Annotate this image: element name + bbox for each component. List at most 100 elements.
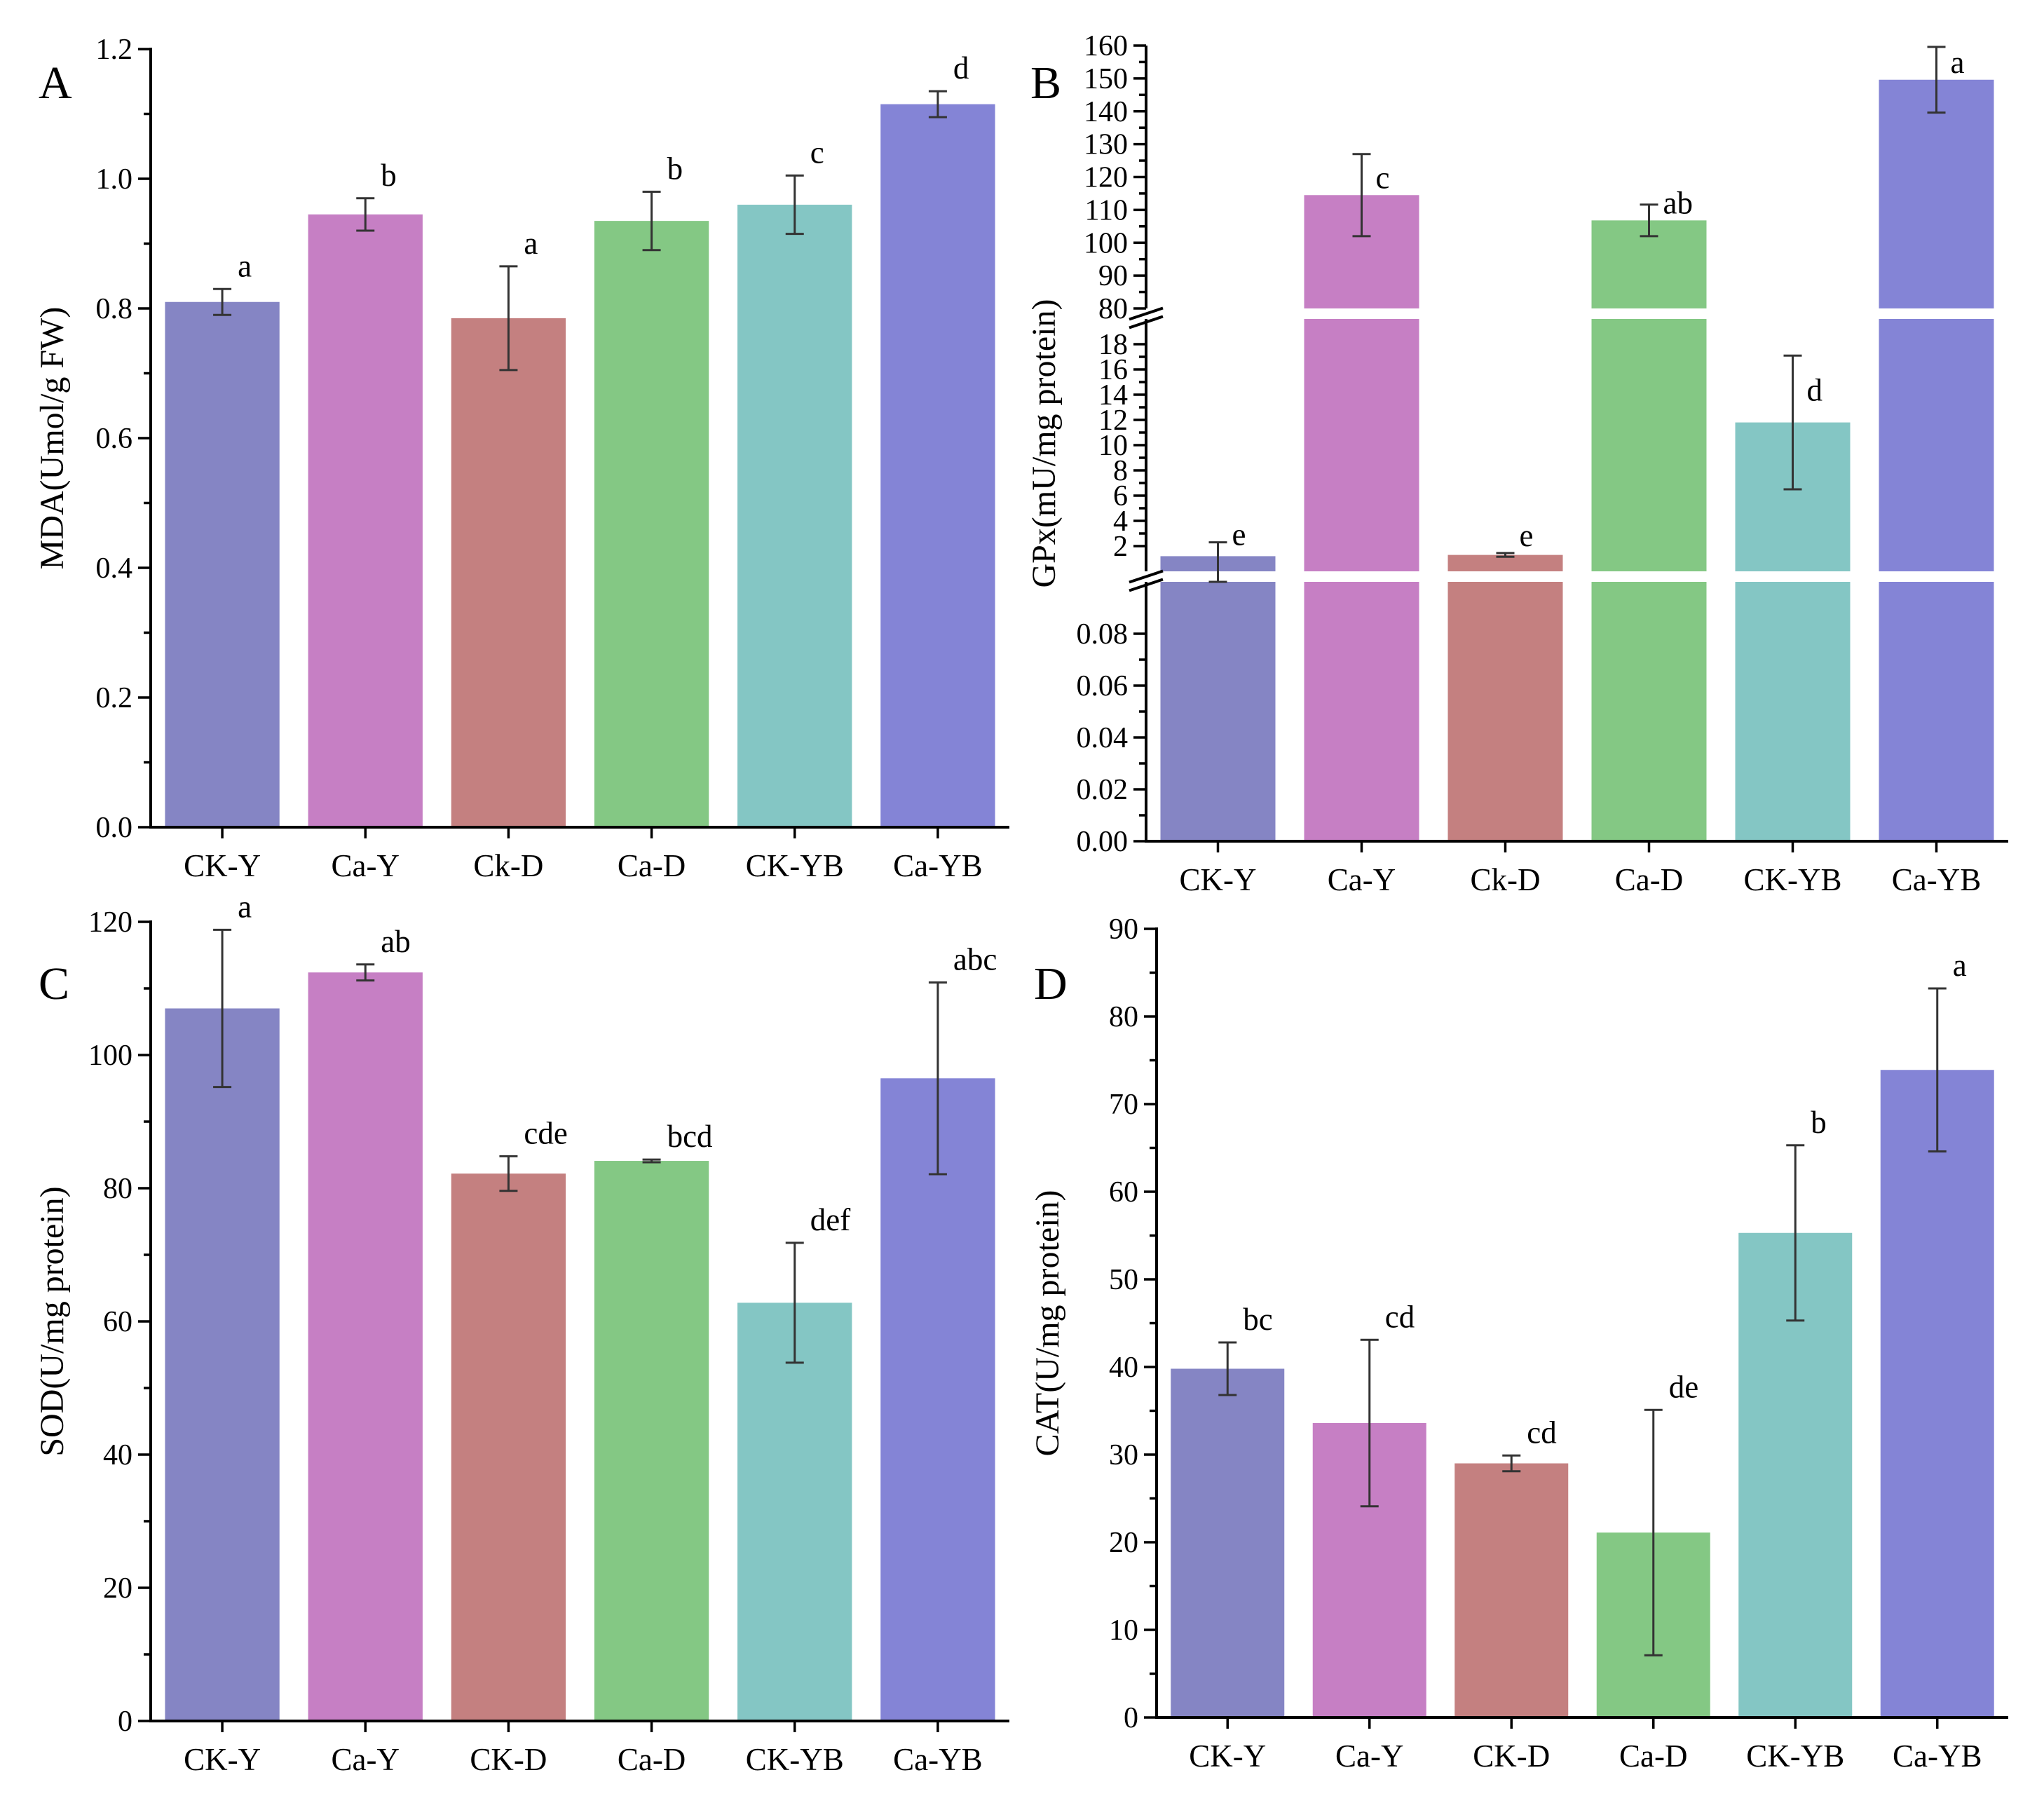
- bar-segment: [1591, 582, 1707, 841]
- panel-label: B: [1030, 57, 1061, 109]
- y-tick-label: 70: [1109, 1089, 1138, 1121]
- category-label: CK-YB: [746, 848, 844, 883]
- panel-label: D: [1034, 958, 1068, 1009]
- axis-break-mark: [1129, 315, 1164, 329]
- y-tick-label: 4: [1113, 505, 1128, 538]
- y-tick-label: 0.04: [1077, 722, 1129, 754]
- significance-letter: bcd: [667, 1119, 713, 1154]
- y-tick-label: 8: [1113, 455, 1128, 487]
- axis-break-mark: [1129, 578, 1164, 592]
- significance-letter: abc: [953, 941, 997, 977]
- category-label: CK-Y: [184, 1742, 261, 1777]
- y-tick-label: 80: [1098, 293, 1128, 325]
- significance-letter: cd: [1527, 1415, 1556, 1450]
- y-tick-label: 0.0: [96, 812, 133, 844]
- category-label: Ca-D: [618, 1742, 686, 1777]
- y-tick-label: 10: [1098, 430, 1128, 462]
- y-tick-label: 140: [1084, 96, 1128, 128]
- significance-letter: a: [1953, 948, 1967, 983]
- bar: [165, 1008, 280, 1721]
- bar: [880, 104, 995, 827]
- y-tick-label: 18: [1098, 329, 1128, 361]
- y-tick-label: 20: [103, 1572, 132, 1605]
- category-label: Ck-D: [473, 848, 543, 883]
- y-tick-label: 150: [1084, 63, 1128, 95]
- panel-d: bc cd cd de b a 0 10 20 30 40 50 60 70 80 90 CK-Y Ca-Y CK-…: [1029, 913, 2008, 1774]
- significance-letter: a: [238, 889, 252, 924]
- bar: [1454, 1463, 1569, 1717]
- bar: [451, 1173, 566, 1721]
- significance-letter: ab: [1663, 185, 1693, 220]
- y-tick-label: 60: [1109, 1176, 1138, 1209]
- bar: [451, 318, 566, 827]
- y-tick-label: 12: [1098, 404, 1128, 437]
- significance-letter: a: [1951, 45, 1965, 80]
- bar-segment: [1304, 319, 1419, 571]
- y-tick-label: 14: [1098, 379, 1128, 411]
- y-tick-label: 0.02: [1077, 774, 1129, 806]
- y-tick-label: 40: [1109, 1352, 1138, 1384]
- category-label: CK-YB: [1746, 1739, 1844, 1774]
- y-tick-label: 0.2: [96, 682, 133, 714]
- y-tick-label: 30: [1109, 1439, 1138, 1471]
- y-tick-label: 110: [1085, 194, 1128, 226]
- bar: [737, 1302, 852, 1721]
- bar: [1880, 1070, 1994, 1717]
- significance-letter: de: [1669, 1369, 1698, 1404]
- bar: [308, 972, 423, 1721]
- y-tick-label: 0.6: [96, 423, 133, 455]
- significance-letter: d: [1807, 373, 1823, 408]
- y-tick-label: 100: [88, 1040, 132, 1072]
- category-label: Ck-D: [1471, 862, 1541, 897]
- category-label: Ca-YB: [1892, 862, 1982, 897]
- bar-segment: [1447, 555, 1563, 571]
- bar-segment: [1879, 582, 1994, 841]
- y-tick-label: 10: [1109, 1614, 1138, 1647]
- significance-letter: def: [810, 1202, 850, 1237]
- bar: [1171, 1368, 1285, 1717]
- panel-label: C: [39, 958, 69, 1009]
- bar-segment: [1879, 319, 1994, 571]
- y-tick-label: 1.2: [96, 34, 133, 66]
- category-label: Ca-D: [1619, 1739, 1687, 1774]
- significance-letter: cde: [524, 1115, 567, 1150]
- y-tick-label: 0: [1124, 1702, 1138, 1734]
- category-label: Ca-Y: [1328, 862, 1396, 897]
- category-label: CK-YB: [1743, 862, 1841, 897]
- significance-letter: d: [953, 50, 969, 86]
- category-label: Ca-YB: [893, 1742, 983, 1777]
- category-label: Ca-Y: [332, 1742, 400, 1777]
- significance-letter: ab: [381, 924, 410, 959]
- category-label: CK-Y: [184, 848, 261, 883]
- y-tick-label: 90: [1098, 260, 1128, 292]
- significance-letter: bc: [1243, 1302, 1272, 1337]
- y-tick-label: 80: [1109, 1001, 1138, 1033]
- y-tick-label: 20: [1109, 1527, 1138, 1559]
- y-tick-label: 120: [88, 906, 132, 939]
- bar: [308, 214, 423, 827]
- bar-segment: [1160, 582, 1276, 841]
- y-tick-label: 130: [1084, 129, 1128, 161]
- bar-segment: [1304, 582, 1419, 841]
- significance-letter: cd: [1385, 1299, 1415, 1334]
- y-tick-label: 0.06: [1077, 670, 1129, 702]
- y-tick-label: 6: [1113, 480, 1128, 512]
- y-tick-label: 90: [1109, 913, 1138, 946]
- panel-label: A: [39, 57, 72, 109]
- panel-b: eceabda0.000.020.040.060.082468101214161…: [1026, 30, 2008, 897]
- panel-c: a ab cde bcd def abc 0 20 40 60 80 100 120 CK-Y Ca-Y CK…: [34, 889, 1009, 1777]
- y-tick-label: 1.0: [96, 163, 133, 196]
- bar-segment: [1879, 79, 1994, 308]
- y-tick-label: 0.4: [96, 552, 133, 585]
- bar: [594, 221, 709, 827]
- significance-letter: a: [238, 248, 252, 283]
- y-tick-label: 60: [103, 1306, 132, 1338]
- y-axis-label: MDA(Umol/g FW): [34, 307, 71, 570]
- category-label: Ca-D: [618, 848, 686, 883]
- y-axis-label: GPx(mU/mg protein): [1026, 299, 1063, 588]
- category-label: CK-Y: [1180, 862, 1257, 897]
- y-tick-label: 120: [1084, 162, 1128, 194]
- bar-segment: [1735, 582, 1851, 841]
